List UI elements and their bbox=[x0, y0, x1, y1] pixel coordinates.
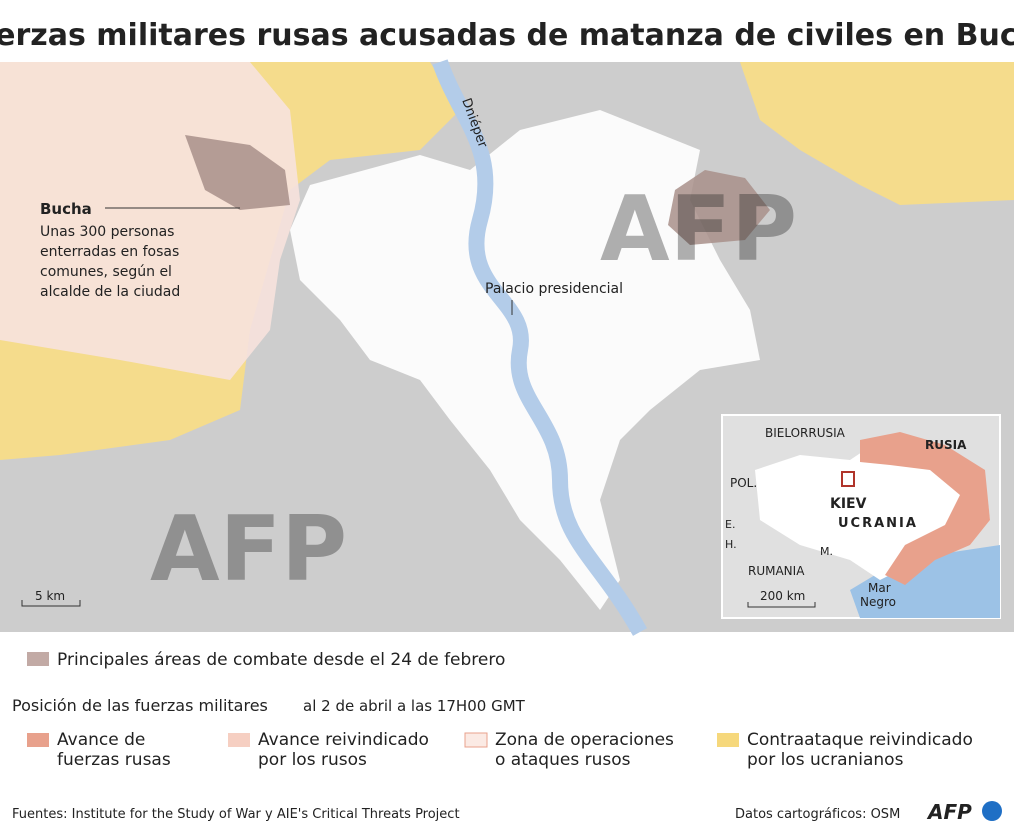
operations-zone bbox=[0, 62, 300, 380]
legend-label: por los rusos bbox=[258, 750, 367, 770]
watermark: AFP bbox=[600, 177, 797, 282]
river bbox=[432, 59, 647, 636]
counterattack-zone bbox=[740, 62, 1014, 205]
annotation-line: comunes, según el bbox=[40, 264, 172, 280]
legend-swatch bbox=[27, 733, 49, 747]
legend-label: Principales áreas de combate desde el 24… bbox=[57, 650, 505, 670]
logo-mark bbox=[982, 801, 1002, 821]
sea-label-line: Negro bbox=[860, 595, 896, 609]
annotation-line: enterradas en fosas bbox=[40, 244, 179, 260]
place-label: Bucha bbox=[40, 200, 92, 218]
legend-heading: Posición de las fuerzas militares bbox=[12, 696, 268, 715]
country-label: RUSIA bbox=[925, 438, 967, 452]
legend-label: Zona de operaciones bbox=[495, 730, 674, 750]
country-label: E. bbox=[725, 518, 735, 531]
logo: AFP bbox=[926, 800, 972, 824]
country-label: BIELORRUSIA bbox=[765, 426, 846, 440]
watermark: AFP bbox=[150, 497, 347, 602]
russian-advance bbox=[860, 432, 990, 585]
place-label: Palacio presidencial bbox=[485, 281, 623, 297]
legend-label: Avance reivindicado bbox=[258, 730, 429, 750]
legend-label: Avance de bbox=[57, 730, 145, 750]
legend-swatch bbox=[27, 652, 49, 666]
map: Dniéper AFP AFP Bucha Unas 300 personase… bbox=[0, 59, 1014, 636]
combat-area bbox=[668, 170, 770, 245]
legend-label: o ataques rusos bbox=[495, 750, 631, 770]
scale-label: 200 km bbox=[760, 589, 805, 603]
city-label: KIEV bbox=[830, 496, 867, 512]
legend-swatch bbox=[464, 732, 488, 748]
sources: Fuentes: Institute for the Study of War … bbox=[12, 807, 460, 822]
annotation: Unas 300 personas enterradas en fosas comu… bbox=[40, 224, 180, 300]
country-label: UCRANIA bbox=[838, 516, 918, 531]
scale-bar bbox=[747, 602, 816, 608]
legend-label: Contraataque reivindicado bbox=[747, 730, 973, 750]
legend-date: al 2 de abril a las 17H00 GMT bbox=[303, 697, 526, 715]
country-label: M. bbox=[820, 545, 833, 558]
combat-area bbox=[185, 135, 290, 210]
legend-label: por los ucranianos bbox=[747, 750, 904, 770]
legend-label: fuerzas rusas bbox=[57, 750, 171, 770]
sea bbox=[850, 545, 1000, 618]
inset-map: BIELORRUSIA RUSIA POL. KIEV UCRANIA E. H… bbox=[721, 414, 1001, 619]
annotation-line: Unas 300 personas bbox=[40, 224, 174, 240]
legend-swatch bbox=[717, 733, 739, 747]
title: Fuerzas militares rusas acusadas de mata… bbox=[0, 18, 1014, 53]
sea-label-line: Mar bbox=[868, 581, 891, 595]
country-label: H. bbox=[725, 538, 737, 551]
legend-swatch bbox=[228, 733, 250, 747]
kiev-marker bbox=[841, 471, 855, 487]
scale-label: 5 km bbox=[35, 589, 65, 603]
country-label: RUMANIA bbox=[748, 564, 805, 578]
legend: Principales áreas de combate desde el 24… bbox=[12, 650, 973, 770]
annotation-line: alcalde de la ciudad bbox=[40, 284, 180, 300]
country-label: POL. bbox=[730, 476, 757, 490]
scale-bar bbox=[21, 600, 81, 607]
credits: Datos cartográficos: OSM bbox=[735, 807, 900, 822]
